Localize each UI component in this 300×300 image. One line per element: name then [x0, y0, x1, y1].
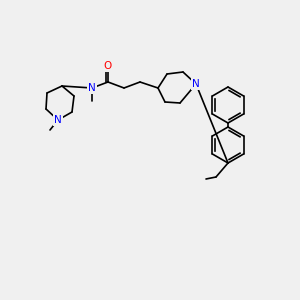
Text: N: N — [88, 83, 96, 93]
Text: N: N — [192, 79, 200, 89]
Text: N: N — [54, 115, 62, 125]
Text: O: O — [104, 61, 112, 71]
